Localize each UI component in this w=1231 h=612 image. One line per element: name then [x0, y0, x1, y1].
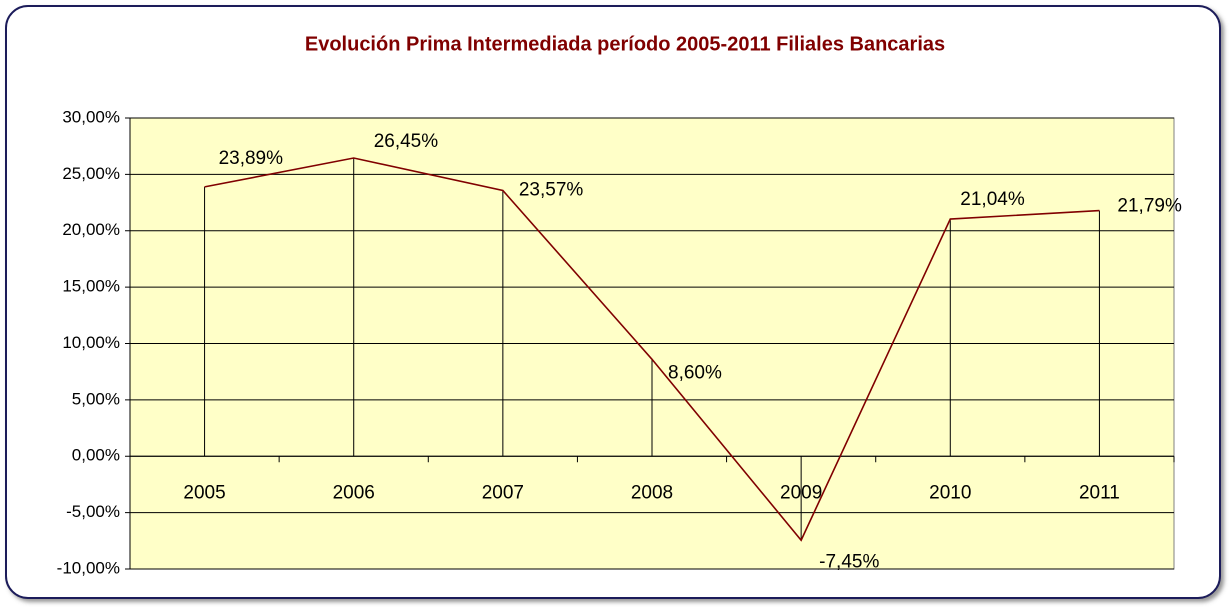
- data-label: 8,60%: [668, 362, 722, 383]
- y-tick-label: 5,00%: [72, 389, 120, 408]
- chart-title: Evolución Prima Intermediada período 200…: [305, 33, 945, 55]
- data-label: 23,57%: [519, 180, 584, 201]
- y-tick-label: -10,00%: [57, 558, 120, 577]
- data-label: 21,04%: [960, 189, 1025, 210]
- x-tick-label: 2010: [929, 482, 971, 503]
- data-label: 26,45%: [374, 131, 439, 152]
- data-label: 23,89%: [219, 148, 284, 169]
- x-tick-label: 2011: [1079, 482, 1120, 503]
- data-label: -7,45%: [819, 551, 879, 572]
- x-tick-label: 2007: [482, 482, 524, 503]
- y-tick-label: 20,00%: [62, 220, 120, 239]
- y-tick-label: 30,00%: [62, 107, 120, 126]
- data-label: 21,79%: [1117, 196, 1182, 217]
- y-tick-label: 0,00%: [72, 446, 120, 465]
- x-tick-label: 2005: [183, 482, 225, 503]
- y-tick-label: 10,00%: [62, 333, 120, 352]
- line-series: [204, 157, 1100, 542]
- y-tick-label: 15,00%: [62, 277, 120, 296]
- y-tick-label: 25,00%: [62, 164, 120, 183]
- x-tick-label: 2008: [631, 482, 673, 503]
- y-tick-label: -5,00%: [66, 502, 120, 521]
- x-tick-label: 2006: [333, 482, 375, 503]
